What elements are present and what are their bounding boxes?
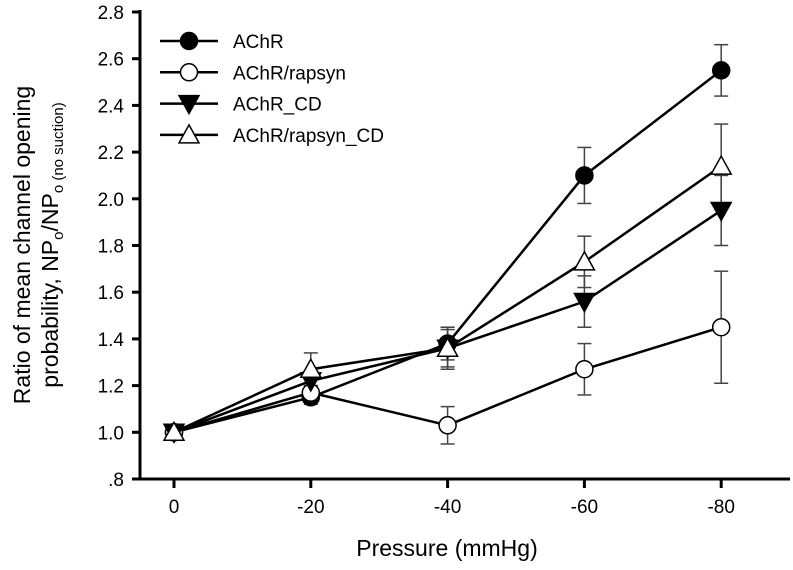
y-tick-label: 1.4 — [98, 330, 125, 351]
x-tick-label: -40 — [434, 497, 461, 518]
open-up-triangle-marker — [436, 336, 459, 357]
y-tick-label: 2.2 — [98, 143, 124, 164]
series-line — [173, 165, 722, 434]
axes: .8 1.0 1.2 1.4 1.6 1.8 2.0 2.2 2.4 2.6 2.8 0 -20 -40 -… — [98, 3, 790, 518]
x-tick-label: -80 — [707, 497, 734, 518]
series-line — [173, 209, 722, 434]
x-tick-label: -20 — [297, 497, 324, 518]
y-tick-label: 1.8 — [98, 237, 124, 258]
filled-down-triangle-marker — [709, 201, 733, 223]
series-line — [173, 69, 722, 434]
legend-label: AChR/rapsyn — [233, 63, 346, 84]
y-tick-label: 2.0 — [98, 190, 124, 211]
open-circle-marker — [179, 63, 199, 82]
open-up-triangle-marker — [162, 420, 186, 442]
y-axis-label-line1: Ratio of mean channel opening — [9, 86, 35, 404]
y-tick-label: .8 — [108, 470, 124, 491]
x-axis-label: Pressure (mmHg) — [356, 535, 537, 561]
filled-circle-marker — [575, 166, 594, 185]
error-bars — [303, 43, 729, 445]
open-up-triangle-marker — [573, 250, 596, 271]
open-circle-marker — [438, 416, 457, 435]
legend-label: AChR/rapsyn_CD — [233, 126, 384, 147]
open-up-triangle-marker — [299, 357, 323, 379]
series-lines — [173, 69, 722, 434]
y-tick-label: 2.4 — [98, 96, 125, 117]
y-tick-label: 2.8 — [98, 3, 124, 24]
data-markers — [162, 61, 733, 444]
y-tick-label: 1.2 — [98, 377, 124, 398]
filled-circle-marker — [711, 61, 731, 80]
y-tick-label: 2.6 — [98, 50, 124, 71]
x-tick-label: 0 — [169, 497, 180, 518]
filled-down-triangle-marker — [177, 94, 201, 116]
filled-down-triangle-marker — [573, 292, 596, 314]
y-tick-label: 1.0 — [98, 423, 124, 444]
filled-circle-marker — [179, 31, 199, 51]
legend: AChR AChR/rapsyn AChR_CD AChR/rapsyn_CD — [160, 31, 384, 147]
open-up-triangle-marker — [709, 154, 733, 175]
open-circle-marker — [575, 360, 594, 379]
open-up-triangle-marker — [177, 123, 201, 144]
y-axis-label-line2: probability, NPo/NPo (no suction) — [37, 102, 67, 387]
open-circle-marker — [711, 317, 731, 337]
x-tick-label: -60 — [571, 497, 598, 518]
y-tick-label: 1.6 — [98, 283, 124, 304]
legend-label: AChR_CD — [233, 95, 322, 116]
legend-label: AChR — [233, 32, 284, 53]
